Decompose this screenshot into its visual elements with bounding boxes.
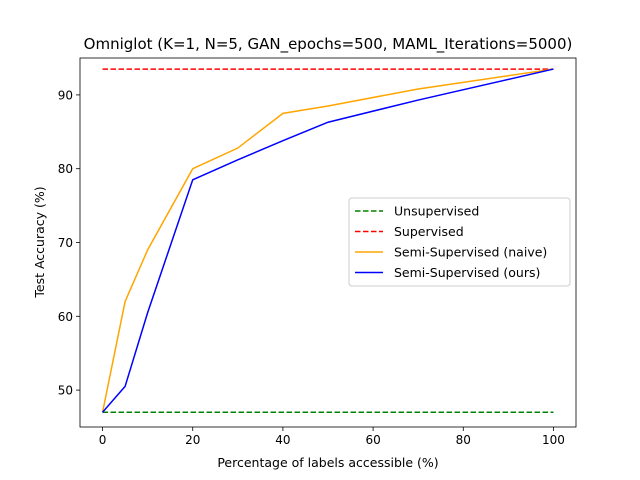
legend-box: [348, 197, 571, 287]
x-tick-label: 60: [365, 433, 380, 447]
legend-label-0: Unsupervised: [394, 204, 479, 219]
legend-label-1: Supervised: [394, 224, 464, 239]
x-tick-label: 80: [456, 433, 471, 447]
chart-title: Omniglot (K=1, N=5, GAN_epochs=500, MAML…: [84, 35, 573, 54]
axis-ticks: 0 20 40 60 80 100 50 60 70 80 90: [58, 88, 565, 447]
y-tick-label: 70: [58, 236, 73, 250]
plot-area: [79, 57, 577, 428]
series-line-2: [101, 68, 554, 413]
x-axis-label: Percentage of labels accessible (%): [217, 455, 438, 470]
legend: Unsupervised Supervised Semi-Supervised (n…: [348, 197, 571, 287]
legend-label-2: Semi-Supervised (naive): [394, 245, 547, 260]
legend-label-3: Semi-Supervised (ours): [394, 265, 540, 280]
y-tick-label: 90: [58, 88, 73, 102]
y-tick-label: 60: [58, 310, 73, 324]
x-tick-label: 40: [275, 433, 290, 447]
series-line-3: [101, 68, 554, 413]
x-tick-label: 0: [99, 433, 107, 447]
y-axis-label: Test Accuracy (%): [32, 186, 47, 298]
y-tick-label: 80: [58, 162, 73, 176]
x-tick-label: 100: [542, 433, 565, 447]
y-tick-label: 50: [58, 384, 73, 398]
x-tick-label: 20: [185, 433, 200, 447]
